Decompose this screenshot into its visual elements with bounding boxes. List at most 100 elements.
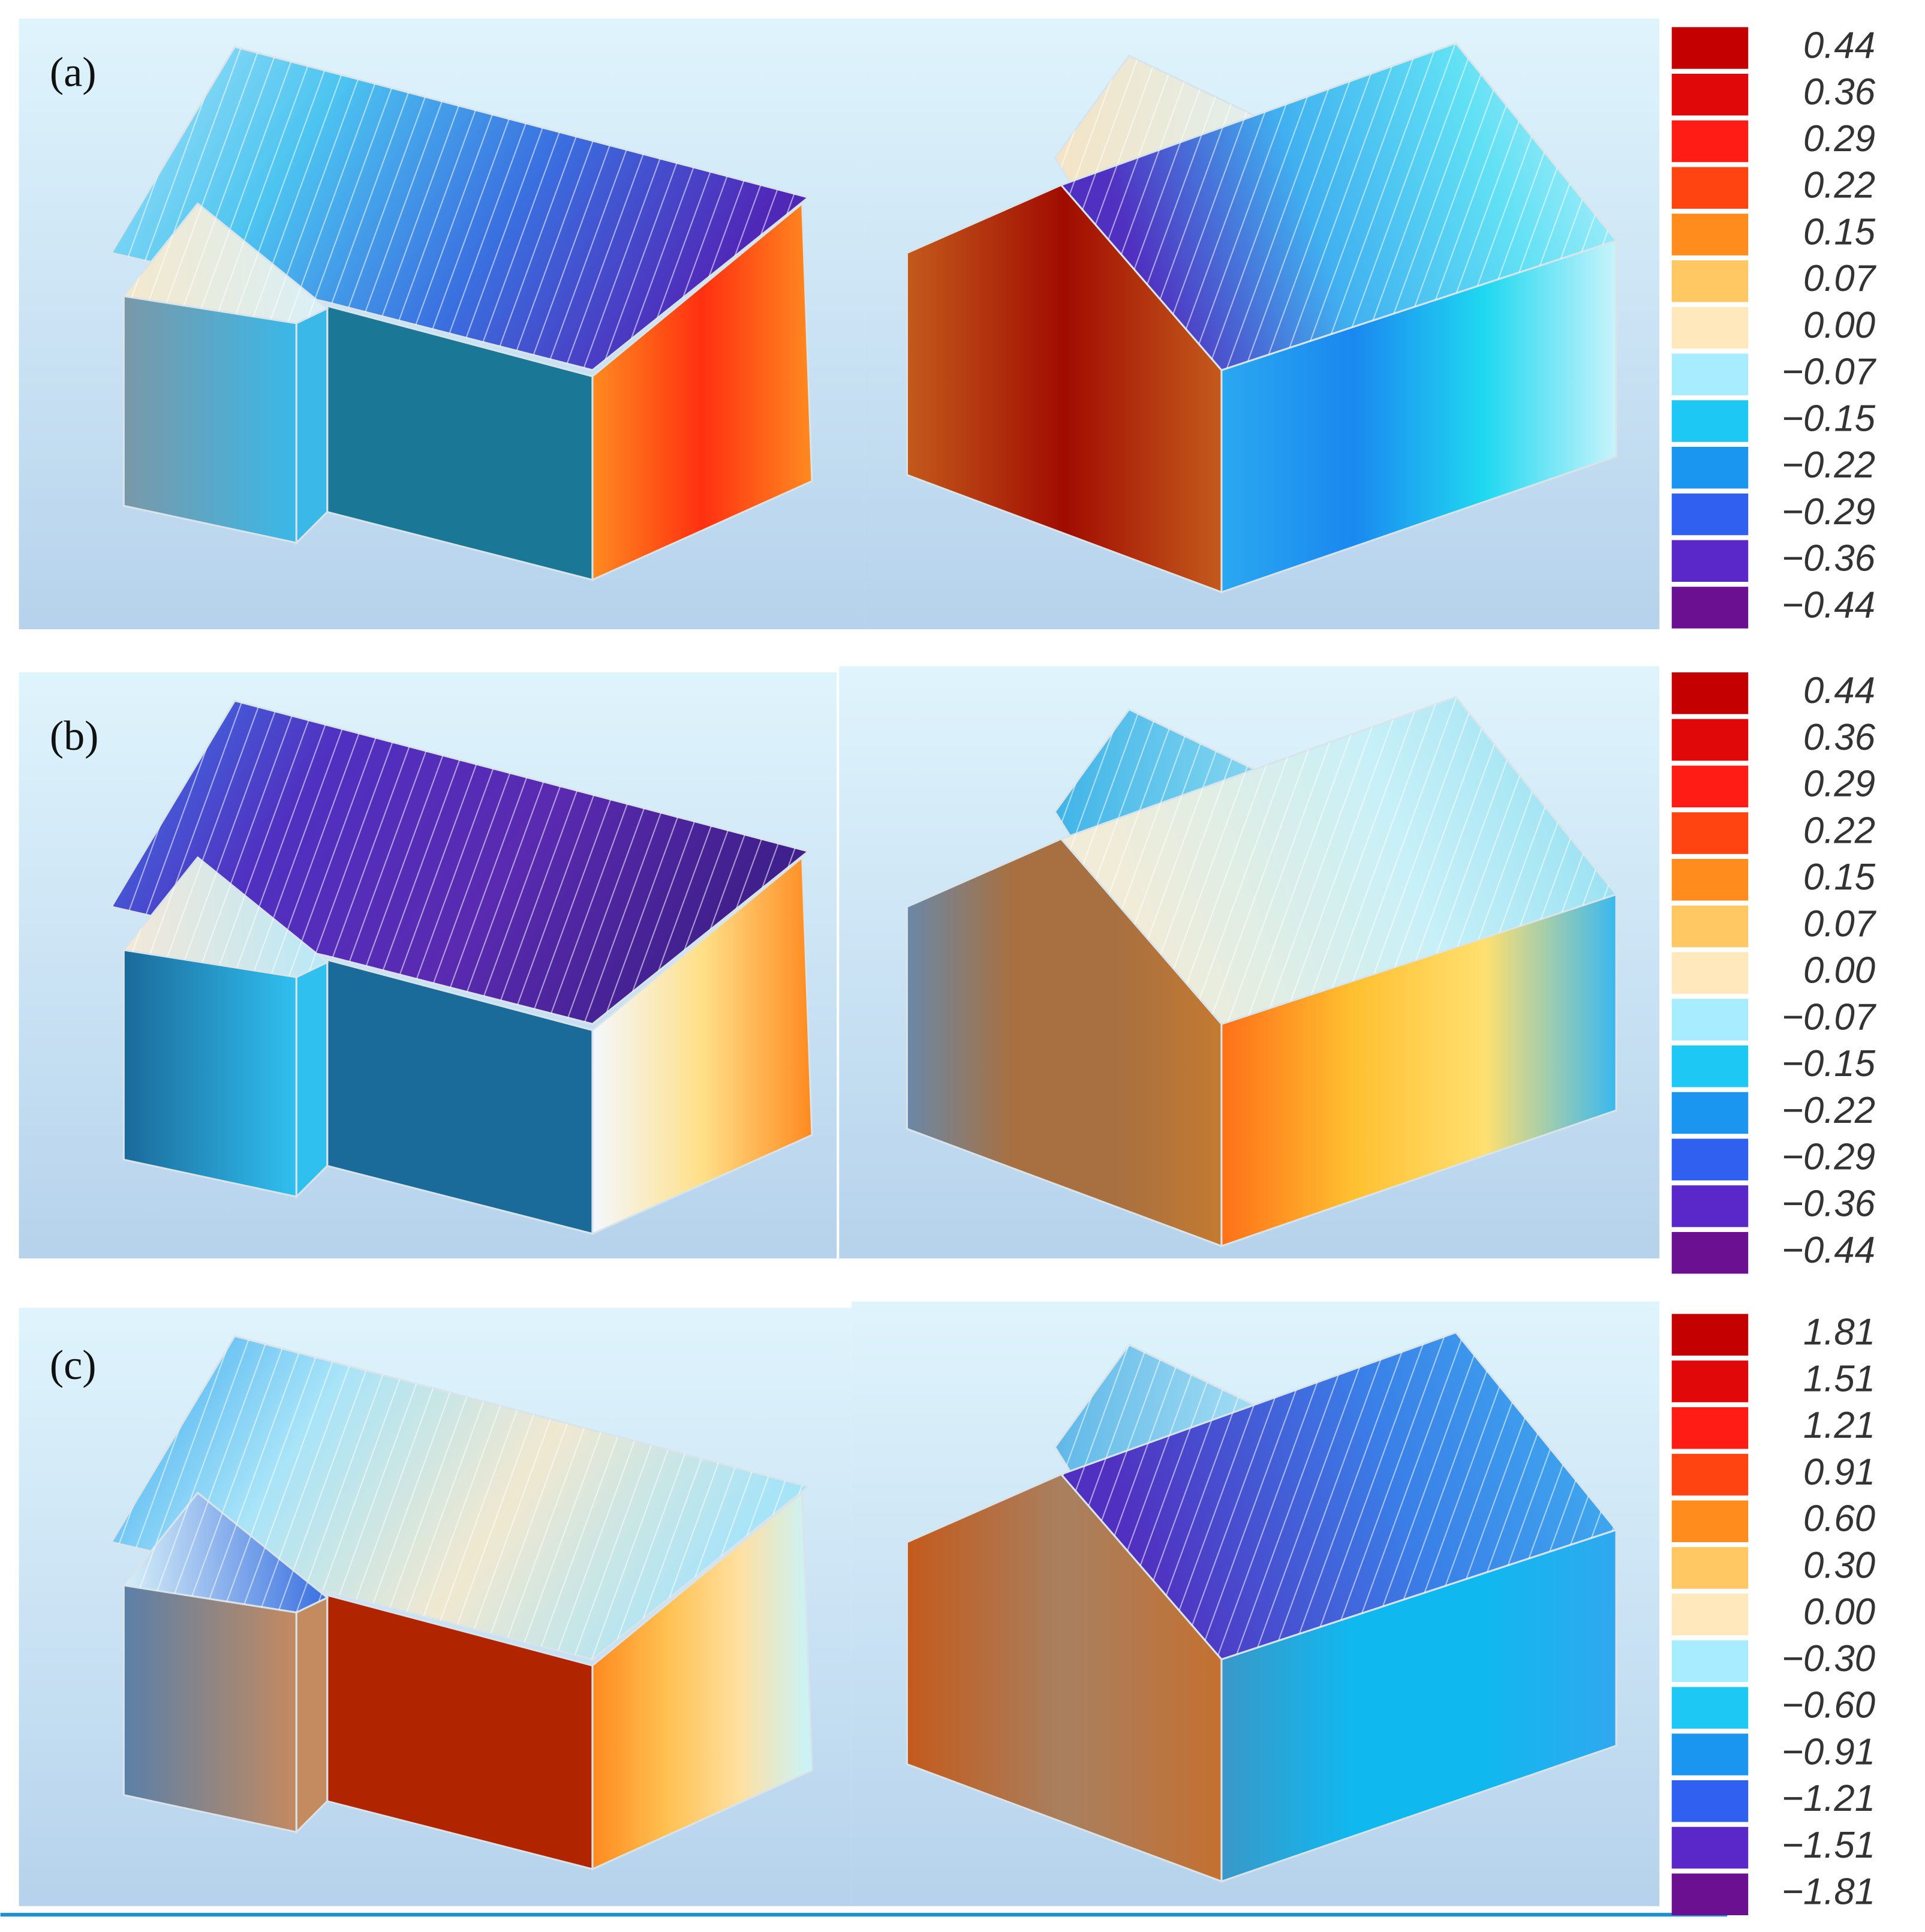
legend-label: 0.91 — [1803, 1452, 1875, 1493]
legend-label: 0.00 — [1803, 305, 1875, 346]
legend-label: −1.81 — [1782, 1871, 1875, 1913]
legend-label: 0.22 — [1803, 810, 1875, 851]
legend-swatch — [1671, 214, 1749, 256]
legend-label: 0.15 — [1803, 211, 1876, 253]
legend-label: 0.07 — [1803, 258, 1877, 299]
legend-swatch — [1671, 1547, 1749, 1589]
wing-wall — [122, 948, 297, 1198]
legend-label: −0.15 — [1782, 398, 1876, 439]
legend-label: 0.44 — [1803, 25, 1875, 66]
legend-swatch — [1671, 812, 1749, 854]
legend-label: −0.60 — [1782, 1685, 1875, 1726]
legend-label: 0.15 — [1803, 857, 1876, 898]
roof-seams — [1061, 1332, 1617, 1660]
legend-swatch — [1671, 493, 1749, 536]
legend-swatch — [1671, 120, 1749, 163]
legend-label: 1.81 — [1803, 1312, 1875, 1353]
wing-side — [295, 960, 329, 1199]
roof-seams — [124, 203, 327, 323]
legend-swatch — [1671, 1594, 1749, 1636]
roof-seams — [124, 857, 327, 978]
legend-swatch — [1671, 1826, 1749, 1869]
wing-wall — [122, 295, 297, 544]
legend-label: 0.22 — [1803, 165, 1875, 206]
gable-wall — [591, 202, 813, 582]
legend-label: 0.36 — [1803, 71, 1876, 113]
legend-swatch — [1671, 73, 1749, 116]
legend-label: −0.30 — [1782, 1638, 1875, 1679]
legend-swatch — [1671, 905, 1749, 948]
gable-wall — [591, 855, 813, 1236]
legend-label: −0.29 — [1782, 491, 1875, 533]
legend-swatch — [1671, 540, 1749, 582]
legend-label: 1.21 — [1803, 1405, 1875, 1446]
panel-label: (a) — [50, 50, 97, 96]
roof-seams — [1055, 709, 1271, 842]
legend-label: −0.44 — [1782, 584, 1875, 626]
legend-label: 0.44 — [1803, 670, 1875, 711]
legend-swatch — [1671, 1092, 1749, 1134]
roof-seams — [1061, 43, 1617, 371]
legend-swatch — [1671, 1873, 1749, 1916]
legend-swatch — [1671, 446, 1749, 489]
legend-swatch — [1671, 1640, 1749, 1682]
legend-swatch — [1671, 765, 1749, 807]
legend-label: 0.00 — [1803, 950, 1875, 991]
legend-swatch — [1671, 1687, 1749, 1729]
legend-label: 0.00 — [1803, 1591, 1875, 1633]
wing-side — [295, 1596, 329, 1835]
legend-label: 0.29 — [1803, 118, 1875, 160]
legend-label: −0.29 — [1782, 1137, 1875, 1178]
panel-label: (b) — [50, 713, 99, 759]
legend-swatch — [1671, 1185, 1749, 1227]
legend-swatch — [1671, 27, 1749, 69]
legend-swatch — [1671, 307, 1749, 349]
wing-wall — [122, 1584, 297, 1834]
roof-seams — [124, 1492, 327, 1613]
legend-swatch — [1671, 587, 1749, 629]
legend-label: 0.60 — [1803, 1498, 1875, 1540]
legend-swatch — [1671, 952, 1749, 994]
legend-label: −0.22 — [1782, 444, 1875, 486]
legend-label: −1.21 — [1782, 1778, 1875, 1819]
legend-swatch — [1671, 1314, 1749, 1356]
roof-seams — [1061, 697, 1617, 1024]
legend-swatch — [1671, 1045, 1749, 1087]
legend-label: −0.07 — [1782, 996, 1877, 1038]
legend-swatch — [1671, 858, 1749, 901]
legend-swatch — [1671, 719, 1749, 761]
legend-swatch — [1671, 1780, 1749, 1822]
roof-seams — [1055, 1344, 1271, 1477]
legend-swatch — [1671, 1138, 1749, 1180]
legend-label: 0.36 — [1803, 717, 1876, 758]
legend-swatch — [1671, 1407, 1749, 1449]
legend-swatch — [1671, 672, 1749, 714]
wing-side — [295, 307, 329, 545]
legend-label: 0.29 — [1803, 764, 1875, 805]
legend-swatch — [1671, 1500, 1749, 1543]
legend-swatch — [1671, 400, 1749, 442]
legend-label: −0.91 — [1782, 1731, 1875, 1772]
legend-label: −0.15 — [1782, 1043, 1876, 1084]
legend-swatch — [1671, 1231, 1749, 1274]
panel-label: (c) — [50, 1342, 97, 1389]
legend-swatch — [1671, 167, 1749, 209]
legend-swatch — [1671, 1733, 1749, 1775]
gable-wall — [591, 1491, 813, 1871]
legend-label: −0.36 — [1782, 1183, 1876, 1224]
legend-label: −0.36 — [1782, 538, 1876, 579]
legend-swatch — [1671, 999, 1749, 1041]
legend-label: 0.30 — [1803, 1545, 1875, 1586]
legend-swatch — [1671, 353, 1749, 396]
legend-label: −0.44 — [1782, 1230, 1875, 1271]
legend-label: −0.07 — [1782, 351, 1877, 393]
legend-label: 1.51 — [1803, 1358, 1875, 1399]
legend-swatch — [1671, 260, 1749, 302]
legend-swatch — [1671, 1453, 1749, 1496]
roof-seams — [1055, 55, 1271, 188]
legend-label: 0.07 — [1803, 903, 1877, 945]
legend-label: −1.51 — [1782, 1825, 1875, 1866]
legend-swatch — [1671, 1360, 1749, 1402]
